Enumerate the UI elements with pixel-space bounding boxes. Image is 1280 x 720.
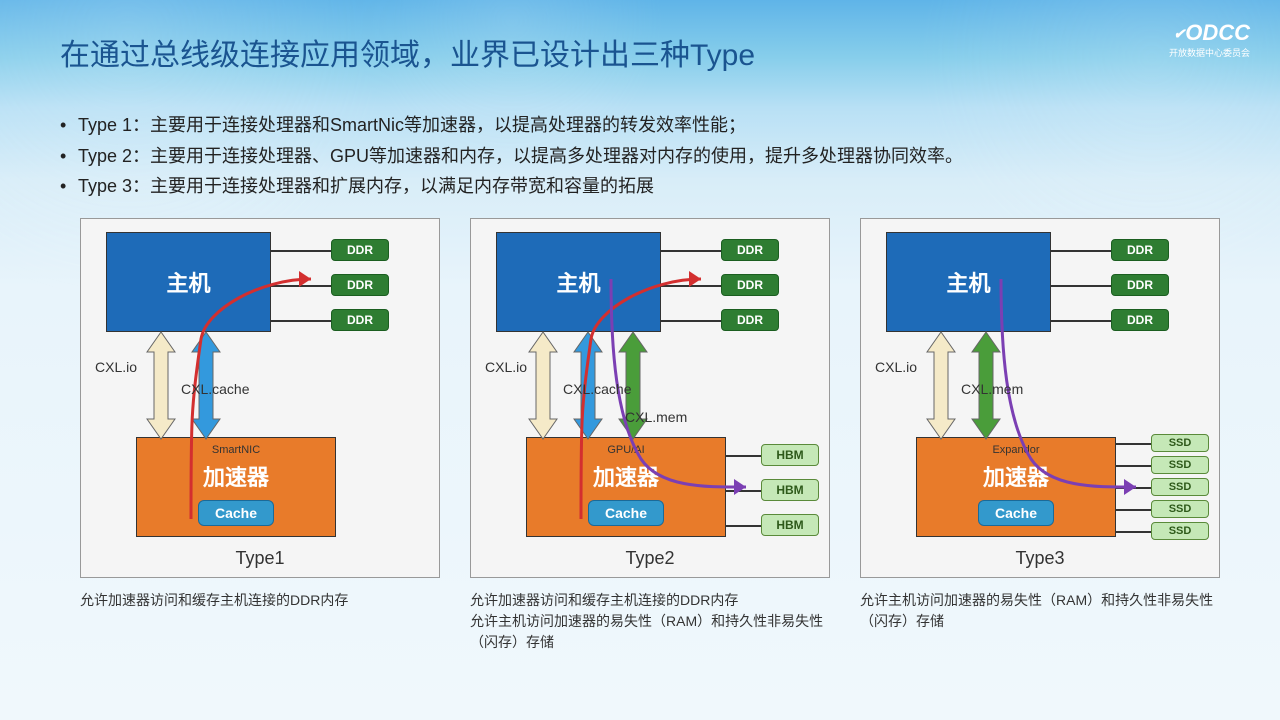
memory-ddr: DDR (1111, 309, 1169, 331)
panel-type3: 主机 DDR DDR DDR Expandor加速器Cache SSD SSD SSD SSD S… (860, 218, 1220, 653)
memory-ssd: SSD (1151, 434, 1209, 452)
protocol-label: CXL.cache (563, 381, 631, 397)
protocol-label: CXL.mem (961, 381, 1023, 397)
slide-title: 在通过总线级连接应用领域，业界已设计出三种Type (60, 30, 755, 74)
memory-hbm: HBM (761, 444, 819, 466)
panel-caption: 允许主机访问加速器的易失性（RAM）和持久性非易失性（闪存）存储 (860, 590, 1220, 632)
memory-ddr: DDR (331, 274, 389, 296)
memory-ddr: DDR (721, 309, 779, 331)
diagram-panels: 主机 DDR DDR DDR SmartNIC加速器Cache CXL.io CXL.cac… (80, 218, 1220, 653)
accelerator-block: SmartNIC加速器Cache (136, 437, 336, 537)
host-block: 主机 (886, 232, 1051, 332)
memory-ssd: SSD (1151, 478, 1209, 496)
accelerator-block: Expandor加速器Cache (916, 437, 1116, 537)
memory-ddr: DDR (1111, 239, 1169, 261)
protocol-label: CXL.mem (625, 409, 687, 425)
type-label: Type1 (81, 548, 439, 569)
memory-hbm: HBM (761, 479, 819, 501)
memory-ssd: SSD (1151, 500, 1209, 518)
memory-ssd: SSD (1151, 456, 1209, 474)
memory-ddr: DDR (331, 309, 389, 331)
cache-chip: Cache (978, 500, 1054, 526)
host-block: 主机 (496, 232, 661, 332)
protocol-label: CXL.io (875, 359, 917, 375)
cache-chip: Cache (198, 500, 274, 526)
logo: ✔ODCC 开放数据中心委员会 (1169, 20, 1250, 59)
panel-type2: 主机 DDR DDR DDR GPU/AI加速器Cache HBM HBM HBM CXL.io… (470, 218, 830, 653)
memory-ddr: DDR (331, 239, 389, 261)
panel-type1: 主机 DDR DDR DDR SmartNIC加速器Cache CXL.io CXL.cac… (80, 218, 440, 653)
bullet-list: Type 1：主要用于连接处理器和SmartNic等加速器，以提高处理器的转发效… (60, 110, 1240, 202)
panel-caption: 允许加速器访问和缓存主机连接的DDR内存 (80, 590, 440, 611)
memory-ssd: SSD (1151, 522, 1209, 540)
memory-ddr: DDR (1111, 274, 1169, 296)
accelerator-block: GPU/AI加速器Cache (526, 437, 726, 537)
memory-ddr: DDR (721, 274, 779, 296)
memory-ddr: DDR (721, 239, 779, 261)
host-block: 主机 (106, 232, 271, 332)
memory-hbm: HBM (761, 514, 819, 536)
cache-chip: Cache (588, 500, 664, 526)
protocol-label: CXL.io (485, 359, 527, 375)
type-label: Type3 (861, 548, 1219, 569)
protocol-label: CXL.cache (181, 381, 249, 397)
type-label: Type2 (471, 548, 829, 569)
protocol-label: CXL.io (95, 359, 137, 375)
panel-caption: 允许加速器访问和缓存主机连接的DDR内存 允许主机访问加速器的易失性（RAM）和… (470, 590, 830, 653)
